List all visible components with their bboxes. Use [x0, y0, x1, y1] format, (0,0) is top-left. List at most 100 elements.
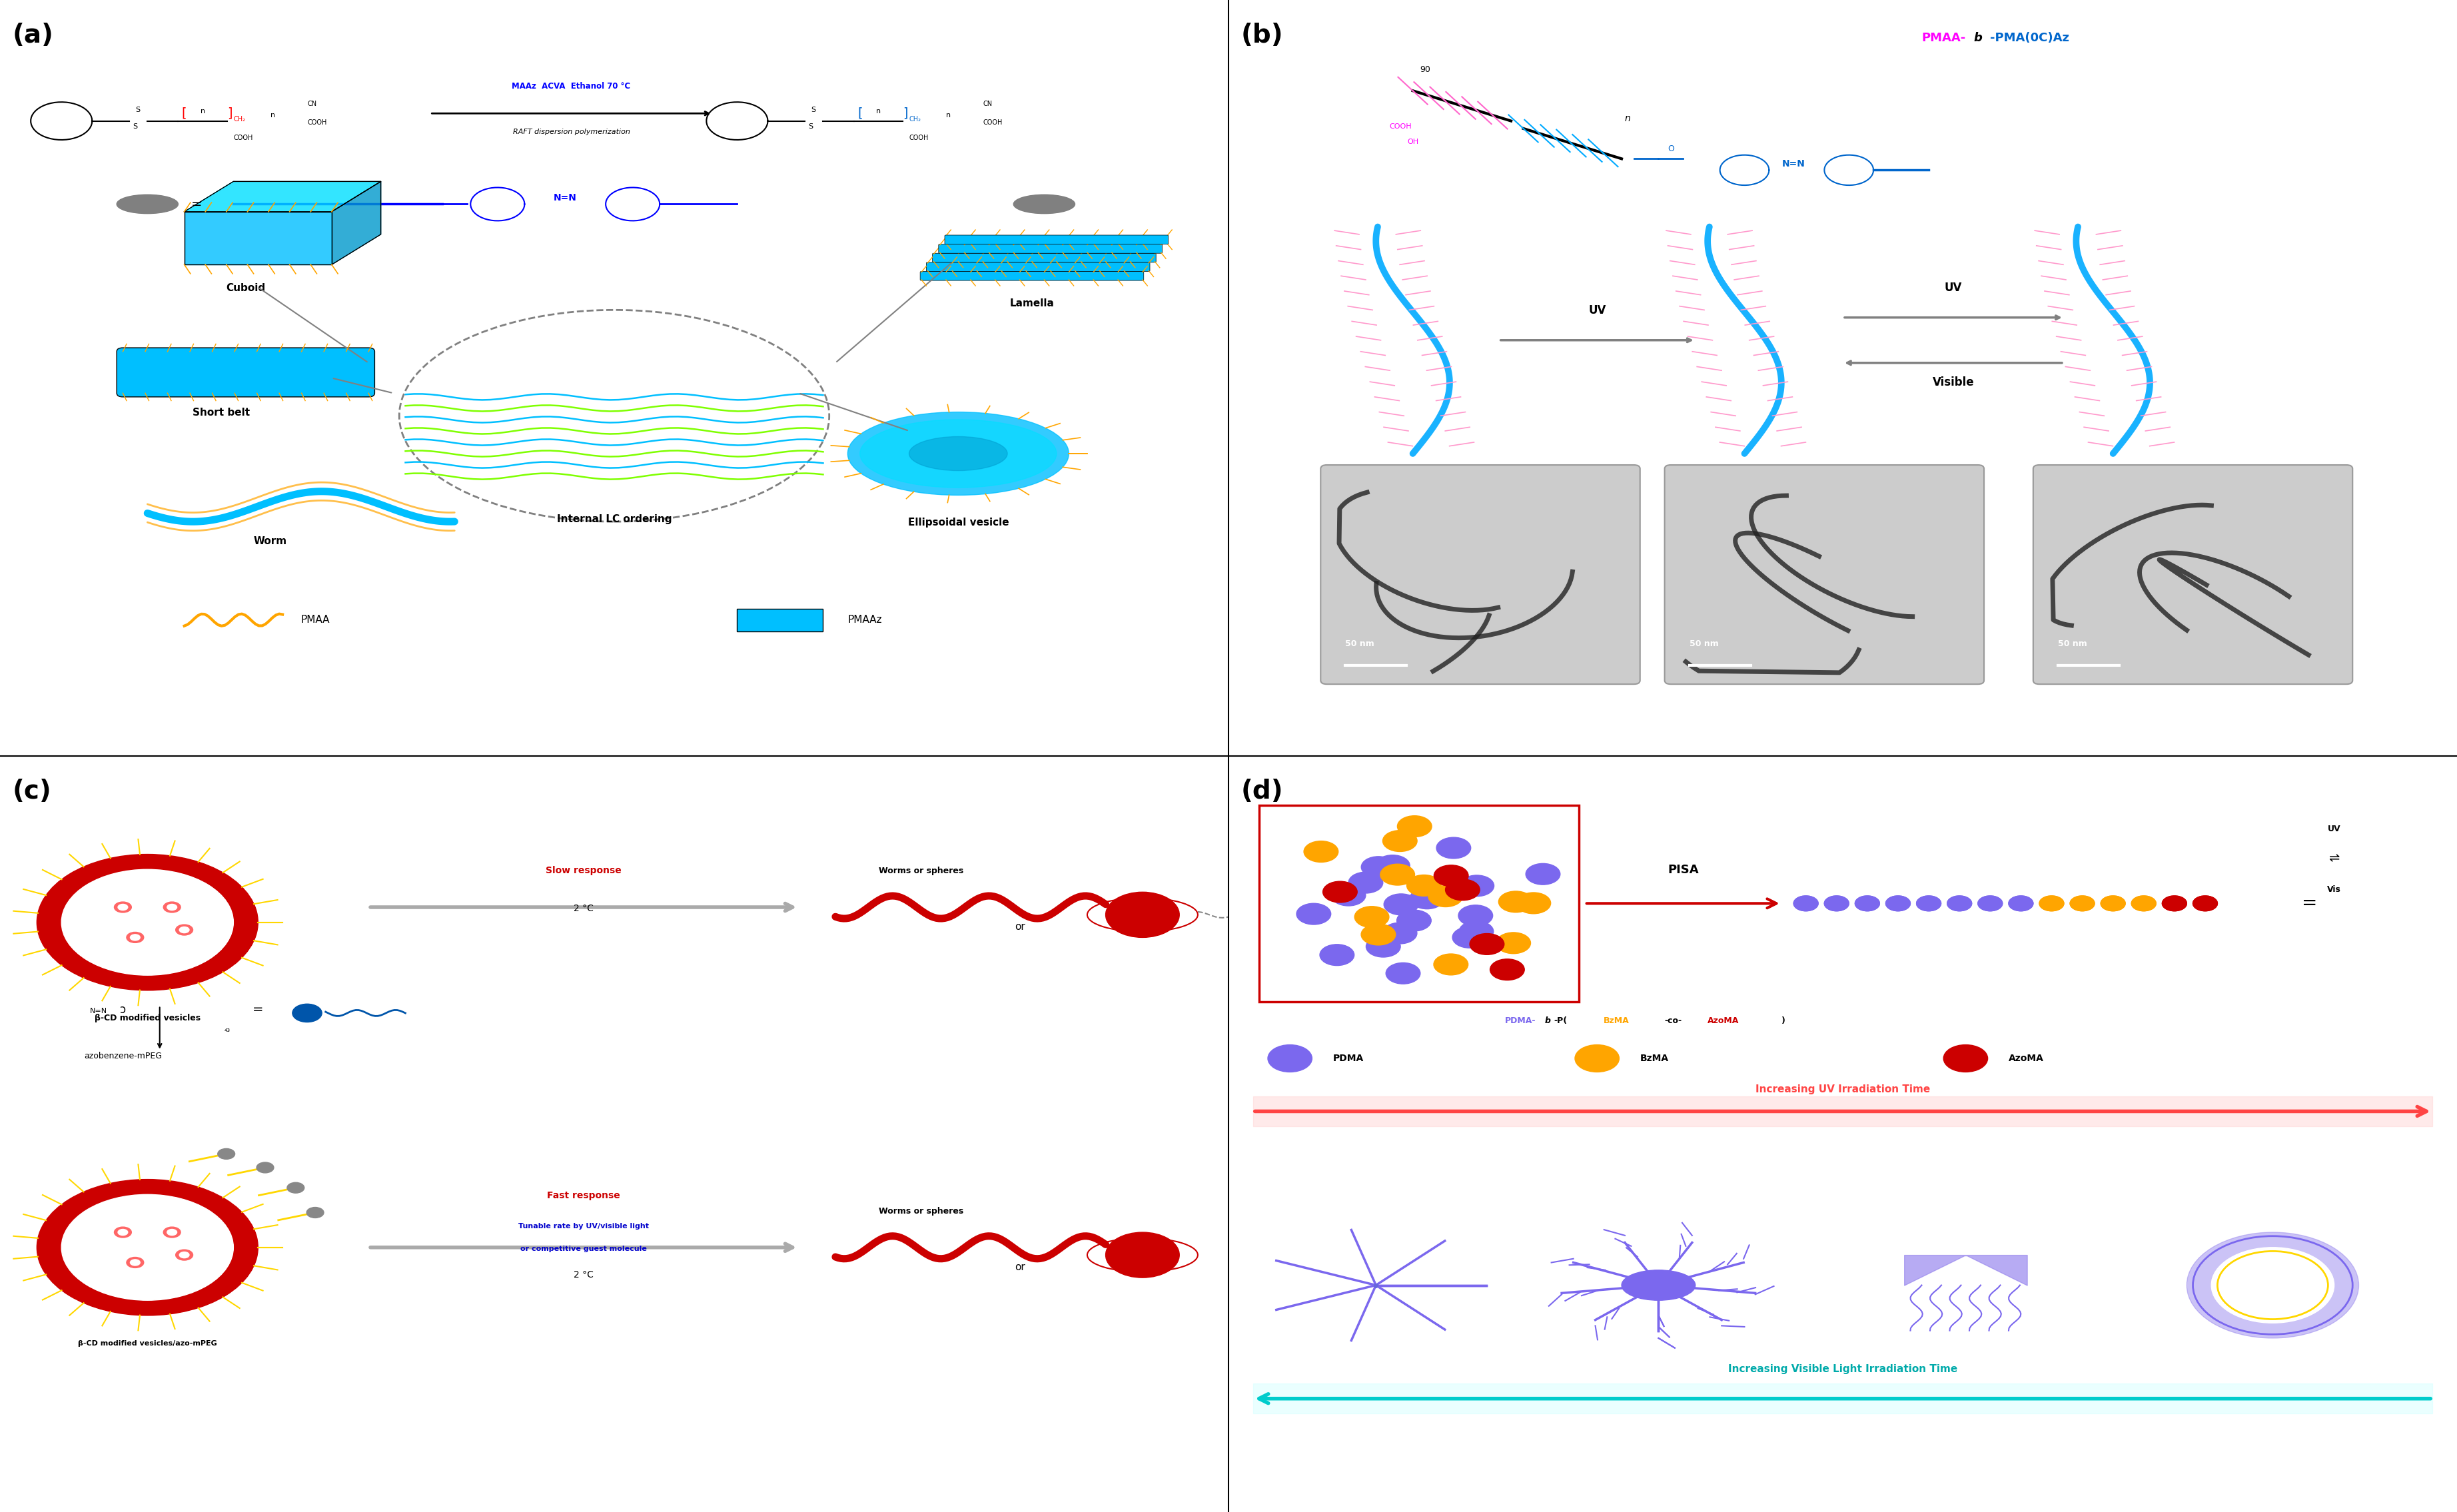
- Text: 50 nm: 50 nm: [1346, 640, 1373, 649]
- Circle shape: [179, 927, 189, 933]
- Text: [: [: [182, 107, 187, 119]
- Circle shape: [2069, 895, 2096, 910]
- Circle shape: [61, 1194, 233, 1300]
- Text: S: S: [811, 106, 816, 113]
- Text: ⇌: ⇌: [2329, 851, 2339, 865]
- Circle shape: [1106, 1232, 1179, 1278]
- Circle shape: [113, 901, 133, 912]
- Circle shape: [1435, 954, 1469, 975]
- FancyBboxPatch shape: [939, 243, 1162, 253]
- Circle shape: [113, 1228, 133, 1237]
- Polygon shape: [184, 181, 381, 212]
- Circle shape: [1396, 910, 1430, 931]
- Text: n: n: [877, 107, 880, 115]
- Text: N=N: N=N: [553, 194, 577, 203]
- Text: 2 °C: 2 °C: [572, 904, 595, 913]
- Text: UV: UV: [2327, 826, 2342, 833]
- Text: AzoMA: AzoMA: [1708, 1016, 1740, 1025]
- Text: Slow response: Slow response: [545, 866, 622, 875]
- Circle shape: [1916, 895, 1941, 910]
- Text: ₄₃: ₄₃: [224, 1027, 231, 1033]
- Circle shape: [2101, 895, 2125, 910]
- Text: 50 nm: 50 nm: [1690, 640, 1717, 649]
- Text: -co-: -co-: [1666, 1016, 1683, 1025]
- Text: 90: 90: [1420, 65, 1430, 74]
- Circle shape: [130, 1259, 140, 1266]
- Circle shape: [125, 1258, 143, 1267]
- Circle shape: [1305, 841, 1339, 862]
- Circle shape: [1376, 856, 1410, 877]
- Circle shape: [1887, 895, 1912, 910]
- Circle shape: [1978, 895, 2002, 910]
- Ellipse shape: [860, 419, 1057, 487]
- Text: β-CD modified vesicles/azo-mPEG: β-CD modified vesicles/azo-mPEG: [79, 1340, 216, 1347]
- Text: COOH: COOH: [233, 135, 253, 141]
- Text: (a): (a): [12, 23, 54, 48]
- FancyBboxPatch shape: [934, 253, 1157, 263]
- Text: Visible: Visible: [1934, 376, 1973, 389]
- FancyBboxPatch shape: [921, 272, 1145, 281]
- Text: PDMA-: PDMA-: [1504, 1016, 1536, 1025]
- Text: UV: UV: [1587, 304, 1607, 316]
- Text: (d): (d): [1241, 779, 1283, 804]
- Circle shape: [37, 854, 258, 990]
- Text: CN: CN: [983, 100, 993, 107]
- Circle shape: [1428, 886, 1462, 907]
- Text: Vis: Vis: [2327, 886, 2342, 894]
- Circle shape: [1332, 885, 1366, 906]
- Circle shape: [2162, 895, 2187, 910]
- Circle shape: [1575, 1045, 1619, 1072]
- Circle shape: [1946, 895, 1973, 910]
- Circle shape: [1823, 895, 1850, 910]
- Text: or: or: [1015, 922, 1025, 931]
- Circle shape: [1268, 1045, 1312, 1072]
- Text: S: S: [133, 122, 138, 130]
- Text: BzMA: BzMA: [1602, 1016, 1629, 1025]
- Circle shape: [1794, 895, 1818, 910]
- Circle shape: [1823, 895, 1850, 910]
- Circle shape: [1469, 933, 1504, 954]
- Circle shape: [61, 869, 233, 975]
- Text: PISA: PISA: [1668, 863, 1698, 875]
- Text: β-CD modified vesicles: β-CD modified vesicles: [93, 1015, 201, 1022]
- Circle shape: [1366, 936, 1400, 957]
- Circle shape: [292, 1004, 322, 1022]
- Circle shape: [2162, 895, 2187, 910]
- FancyBboxPatch shape: [2034, 466, 2354, 683]
- Text: =: =: [2302, 894, 2317, 913]
- Circle shape: [1459, 875, 1494, 897]
- Circle shape: [2211, 1247, 2334, 1323]
- Circle shape: [1410, 888, 1445, 909]
- Circle shape: [1943, 1045, 1988, 1072]
- Circle shape: [130, 934, 140, 940]
- Circle shape: [1516, 892, 1550, 913]
- Text: ]: ]: [904, 107, 909, 119]
- Text: Tunable rate by UV/visible light: Tunable rate by UV/visible light: [518, 1223, 649, 1229]
- Text: b: b: [1973, 32, 1983, 44]
- Circle shape: [1445, 878, 1479, 900]
- Circle shape: [307, 1207, 324, 1217]
- Text: or: or: [1015, 1263, 1025, 1272]
- Circle shape: [1383, 894, 1418, 915]
- Circle shape: [1319, 945, 1354, 966]
- Circle shape: [1526, 863, 1560, 885]
- Circle shape: [1398, 816, 1432, 838]
- Text: b: b: [1545, 1016, 1550, 1025]
- Text: O: O: [1668, 145, 1673, 153]
- Text: 50 nm: 50 nm: [2059, 640, 2086, 649]
- Circle shape: [2039, 895, 2064, 910]
- Text: azobenzene-mPEG: azobenzene-mPEG: [84, 1052, 162, 1060]
- Circle shape: [2039, 895, 2064, 910]
- Circle shape: [2192, 895, 2216, 910]
- Polygon shape: [184, 212, 332, 265]
- Circle shape: [118, 904, 128, 910]
- Text: ]: ]: [229, 107, 233, 119]
- Text: Worms or spheres: Worms or spheres: [880, 866, 963, 875]
- FancyBboxPatch shape: [1322, 466, 1641, 683]
- Ellipse shape: [1622, 1270, 1695, 1300]
- Circle shape: [1855, 895, 1880, 910]
- Circle shape: [1459, 906, 1494, 927]
- Text: RAFT dispersion polymerization: RAFT dispersion polymerization: [514, 129, 629, 135]
- Circle shape: [2133, 895, 2157, 910]
- Text: Ellipsoidal vesicle: Ellipsoidal vesicle: [907, 517, 1010, 528]
